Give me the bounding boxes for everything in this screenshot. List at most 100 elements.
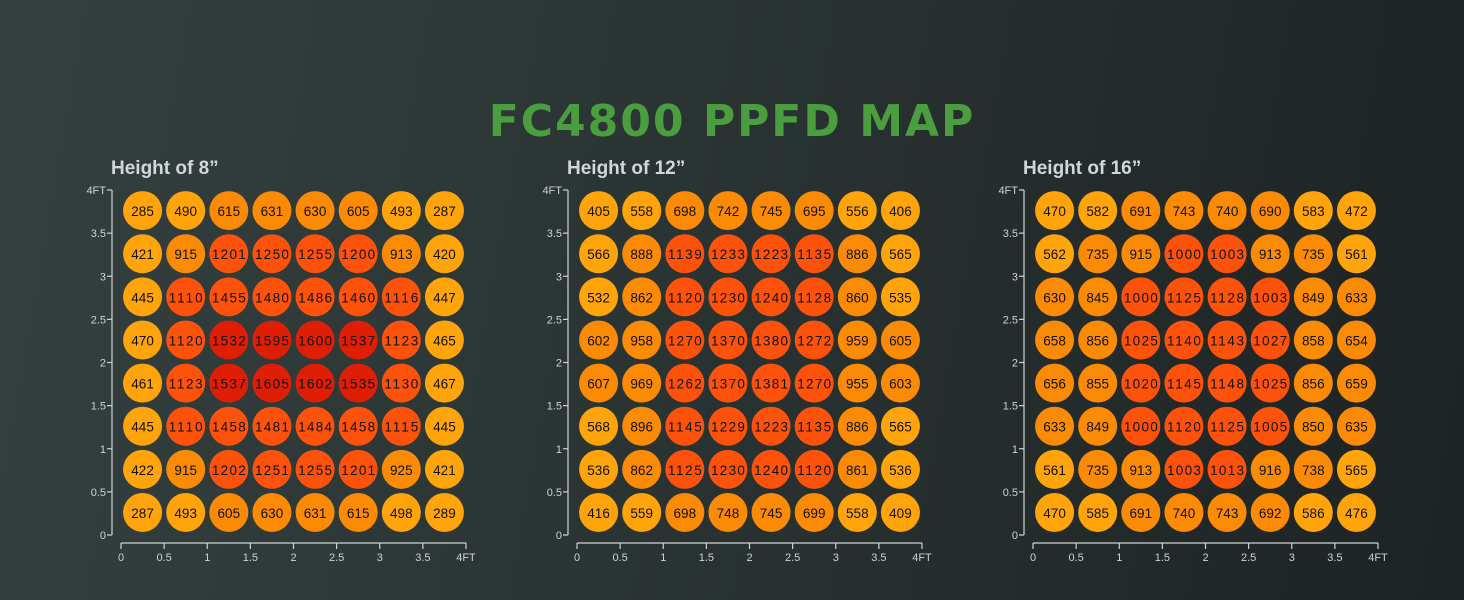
ppfd-point [794, 320, 834, 360]
ppfd-value: 1370 [711, 377, 745, 392]
ppfd-value: 1240 [754, 290, 788, 305]
y-tick-label: 2.5 [91, 314, 106, 326]
ppfd-point [665, 320, 705, 360]
ppfd-point [424, 449, 464, 489]
ppfd-point [1293, 320, 1333, 360]
ppfd-point [794, 277, 834, 317]
ppfd-point [708, 277, 748, 317]
ppfd-point [880, 449, 920, 489]
ppfd-point [1336, 449, 1376, 489]
ppfd-point [338, 277, 378, 317]
ppfd-point [1250, 363, 1290, 403]
ppfd-value: 631 [261, 204, 284, 219]
ppfd-point [708, 320, 748, 360]
ppfd-value: 1125 [1210, 420, 1244, 435]
page-title: FC4800 PPFD MAP [488, 96, 976, 147]
ppfd-value: 472 [1345, 204, 1368, 219]
ppfd-point [1250, 492, 1290, 532]
ppfd-value: 849 [1086, 420, 1109, 435]
ppfd-value: 850 [1302, 420, 1325, 435]
ppfd-point [1293, 277, 1333, 317]
x-tick-label: 1.5 [699, 552, 714, 564]
ppfd-point [880, 191, 920, 231]
ppfd-point [295, 363, 335, 403]
ppfd-value: 916 [1259, 463, 1282, 478]
ppfd-point [880, 406, 920, 446]
ppfd-value: 1381 [754, 377, 788, 392]
ppfd-point [1250, 320, 1290, 360]
ppfd-point [209, 363, 249, 403]
x-tick-label: 1.5 [243, 552, 258, 564]
ppfd-value: 445 [131, 420, 154, 435]
ppfd-value: 743 [1216, 506, 1239, 521]
y-tick-label: 3 [556, 271, 562, 283]
ppfd-point [1035, 191, 1075, 231]
chart-subtitle: Height of 8” [111, 158, 219, 179]
ppfd-value: 1481 [255, 420, 289, 435]
x-tick-label: 4FT [456, 552, 476, 564]
ppfd-point [123, 363, 163, 403]
ppfd-value: 561 [1345, 247, 1368, 262]
ppfd-value: 1120 [1167, 420, 1201, 435]
ppfd-point [338, 320, 378, 360]
ppfd-point [1078, 277, 1118, 317]
ppfd-chart-2: Height of 12” 0 0.5 1 1.5 2 2.5 3 3.5 4FT 0 0.5 1 1.5… [542, 158, 932, 564]
ppfd-point [1293, 449, 1333, 489]
ppfd-point [1207, 234, 1247, 274]
x-tick-label: 0.5 [156, 552, 171, 564]
ppfd-value: 698 [674, 506, 697, 521]
ppfd-value: 1005 [1253, 420, 1287, 435]
ppfd-point [1121, 277, 1161, 317]
ppfd-value: 566 [587, 247, 610, 262]
ppfd-point [123, 449, 163, 489]
ppfd-point [166, 320, 206, 360]
ppfd-value: 1255 [298, 463, 332, 478]
ppfd-point [837, 406, 877, 446]
ppfd-value: 585 [1086, 506, 1109, 521]
ppfd-point [1336, 191, 1376, 231]
ppfd-point [579, 277, 619, 317]
ppfd-value: 1027 [1253, 333, 1287, 348]
ppfd-value: 1270 [797, 377, 831, 392]
ppfd-point [424, 191, 464, 231]
x-tick-label: 4FT [912, 552, 932, 564]
ppfd-point [1121, 449, 1161, 489]
ppfd-value: 913 [1130, 463, 1153, 478]
ppfd-point [794, 492, 834, 532]
ppfd-value: 582 [1086, 204, 1109, 219]
ppfd-value: 659 [1345, 377, 1368, 392]
ppfd-value: 1455 [212, 290, 246, 305]
ppfd-point [381, 406, 421, 446]
ppfd-value: 913 [1259, 247, 1282, 262]
ppfd-value: 562 [1043, 247, 1066, 262]
ppfd-point [837, 449, 877, 489]
ppfd-point [622, 363, 662, 403]
ppfd-value: 691 [1130, 506, 1153, 521]
ppfd-value: 1145 [668, 420, 702, 435]
ppfd-point [1207, 277, 1247, 317]
ppfd-value: 1025 [1124, 333, 1158, 348]
ppfd-point [338, 406, 378, 446]
ppfd-point [1164, 234, 1204, 274]
ppfd-point [579, 363, 619, 403]
ppfd-point [1121, 191, 1161, 231]
ppfd-value: 735 [1086, 247, 1109, 262]
ppfd-value: 405 [587, 204, 610, 219]
y-tick-label: 3.5 [547, 228, 562, 240]
ppfd-point [252, 277, 292, 317]
ppfd-value: 1223 [754, 420, 788, 435]
x-tick-label: 2 [1202, 552, 1208, 564]
ppfd-value: 735 [1302, 247, 1325, 262]
ppfd-point [1293, 406, 1333, 446]
ppfd-value: 1250 [255, 247, 289, 262]
ppfd-value: 1128 [797, 290, 831, 305]
ppfd-value: 421 [131, 247, 154, 262]
ppfd-point [252, 320, 292, 360]
ppfd-value: 1201 [212, 247, 246, 262]
ppfd-value: 561 [1043, 463, 1066, 478]
ppfd-value: 1262 [668, 377, 702, 392]
ppfd-value: 568 [587, 420, 610, 435]
ppfd-point [166, 191, 206, 231]
ppfd-value: 493 [390, 204, 413, 219]
ppfd-point [381, 449, 421, 489]
